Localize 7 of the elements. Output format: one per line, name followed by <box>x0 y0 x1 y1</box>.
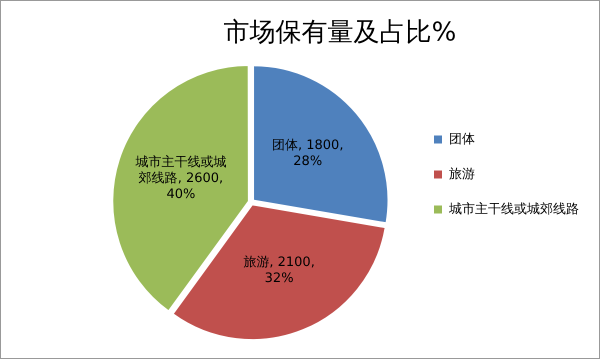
legend-label: 旅游 <box>449 166 475 182</box>
data-label: 团体, 1800, 28% <box>270 138 344 170</box>
chart-title: 市场保有量及占比% <box>224 17 456 48</box>
data-label: 旅游, 2100, 32% <box>242 254 316 287</box>
legend-label: 城市主干线或城郊线路 <box>448 200 579 217</box>
data-label: 城市主干线或城郊线路, 2600, 40% <box>134 155 227 204</box>
legend-label: 团体 <box>449 132 475 147</box>
